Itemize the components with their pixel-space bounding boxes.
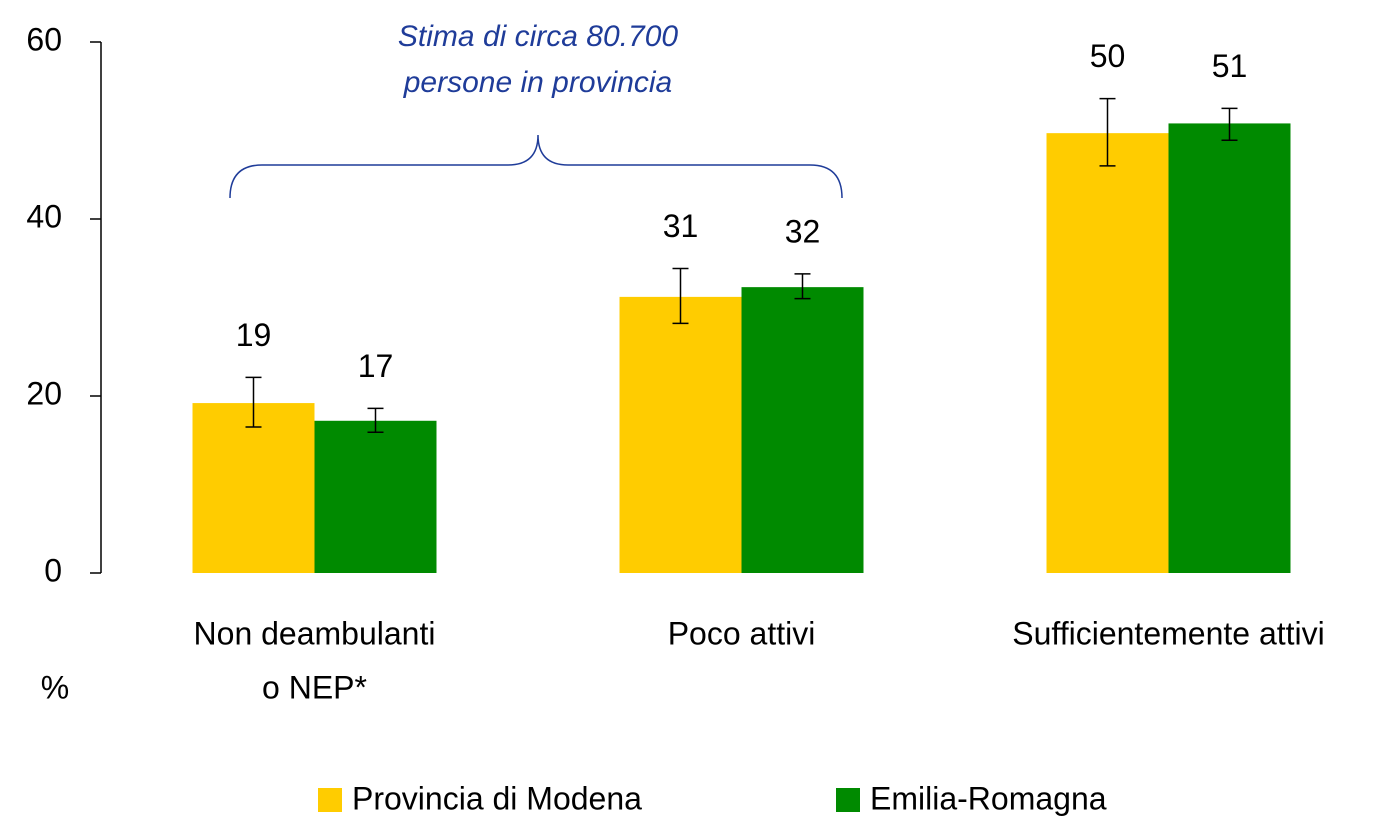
error-bar xyxy=(672,267,689,325)
y-tick-label: 60 xyxy=(26,21,62,57)
legend-swatch xyxy=(836,788,860,812)
data-label: 51 xyxy=(1212,48,1248,84)
data-label: 50 xyxy=(1090,38,1126,74)
data-label: 17 xyxy=(358,348,394,384)
legend-swatch xyxy=(318,788,342,812)
x-tick-label: Poco attivi xyxy=(668,615,816,651)
bar xyxy=(741,287,864,573)
bar xyxy=(314,420,437,573)
data-label: 19 xyxy=(236,317,272,353)
error-bar xyxy=(1221,107,1238,141)
y-axis-label: % xyxy=(41,669,69,705)
x-tick-label: Non deambulanti xyxy=(194,615,436,651)
bar xyxy=(192,403,315,573)
bar xyxy=(1046,133,1169,573)
legend-label: Provincia di Modena xyxy=(352,780,642,816)
error-bar xyxy=(245,376,262,428)
annotation: Stima di circa 80.700 xyxy=(398,20,678,53)
bar xyxy=(619,296,742,573)
y-tick-label: 20 xyxy=(26,375,62,411)
x-tick-label: o NEP* xyxy=(262,669,367,705)
brace xyxy=(229,134,843,199)
error-bar xyxy=(367,407,384,434)
data-label: 32 xyxy=(785,213,821,249)
legend-label: Emilia-Romagna xyxy=(870,780,1107,816)
y-tick-label: 40 xyxy=(26,198,62,234)
data-label: 31 xyxy=(663,208,699,244)
annotation: persone in provincia xyxy=(403,66,673,99)
error-bar xyxy=(1099,97,1116,167)
bar xyxy=(1168,123,1291,574)
error-bar xyxy=(794,273,811,300)
x-tick-label: Sufficientemente attivi xyxy=(1012,615,1324,651)
y-tick-label: 0 xyxy=(44,552,62,588)
